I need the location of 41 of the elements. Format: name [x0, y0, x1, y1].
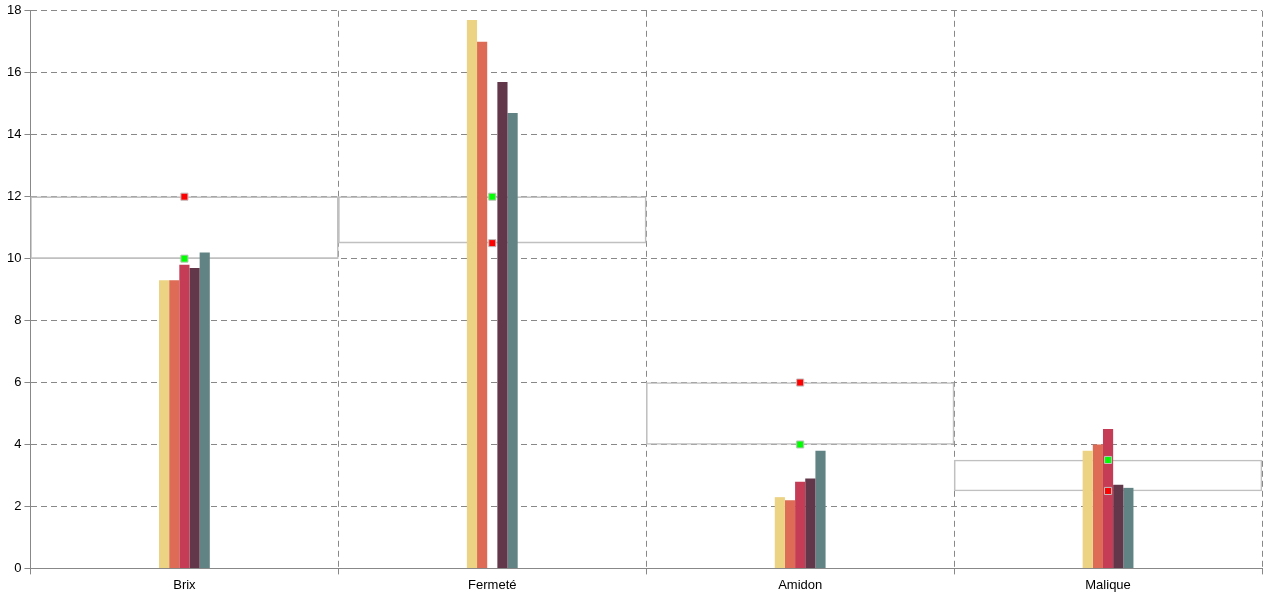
bar: [507, 113, 518, 568]
bar: [784, 500, 796, 568]
y-tick-label: 10: [6, 250, 22, 266]
y-tick-label: 14: [6, 126, 22, 142]
bar: [815, 450, 826, 568]
point: [488, 239, 497, 248]
bar: [1092, 444, 1103, 568]
y-tick-label: 4: [14, 436, 22, 452]
y-tick-label: 2: [14, 498, 22, 514]
bar: [1123, 487, 1134, 568]
bar: [805, 478, 816, 568]
point: [1104, 486, 1113, 495]
bar: [466, 20, 478, 568]
bar: [189, 267, 200, 568]
bar: [1102, 429, 1114, 568]
y-tick-label: 6: [14, 374, 22, 390]
point: [796, 440, 805, 449]
point: [180, 192, 189, 201]
x-tick-label: Brix: [173, 576, 197, 592]
point: [796, 378, 805, 387]
bar: [169, 280, 180, 568]
y-tick-label: 12: [6, 188, 22, 204]
bar: [179, 264, 190, 568]
y-tick-label: 18: [6, 2, 22, 18]
bar: [795, 481, 806, 568]
bar: [1082, 450, 1093, 568]
x-tick-label: Amidon: [778, 576, 823, 592]
x-tick-label: Fermeté: [468, 576, 517, 592]
point: [180, 254, 189, 263]
point: [1104, 455, 1113, 465]
y-tick-label: 0: [14, 559, 22, 575]
y-tick-label: 16: [6, 64, 22, 80]
bar: [497, 82, 508, 568]
bar: [159, 280, 170, 568]
point: [488, 192, 497, 201]
bar: [774, 497, 785, 568]
bar: [1113, 484, 1124, 568]
bar: [477, 41, 488, 568]
bar: [199, 252, 210, 568]
x-tick-label: Malique: [1085, 576, 1131, 592]
y-tick-label: 8: [14, 312, 22, 328]
